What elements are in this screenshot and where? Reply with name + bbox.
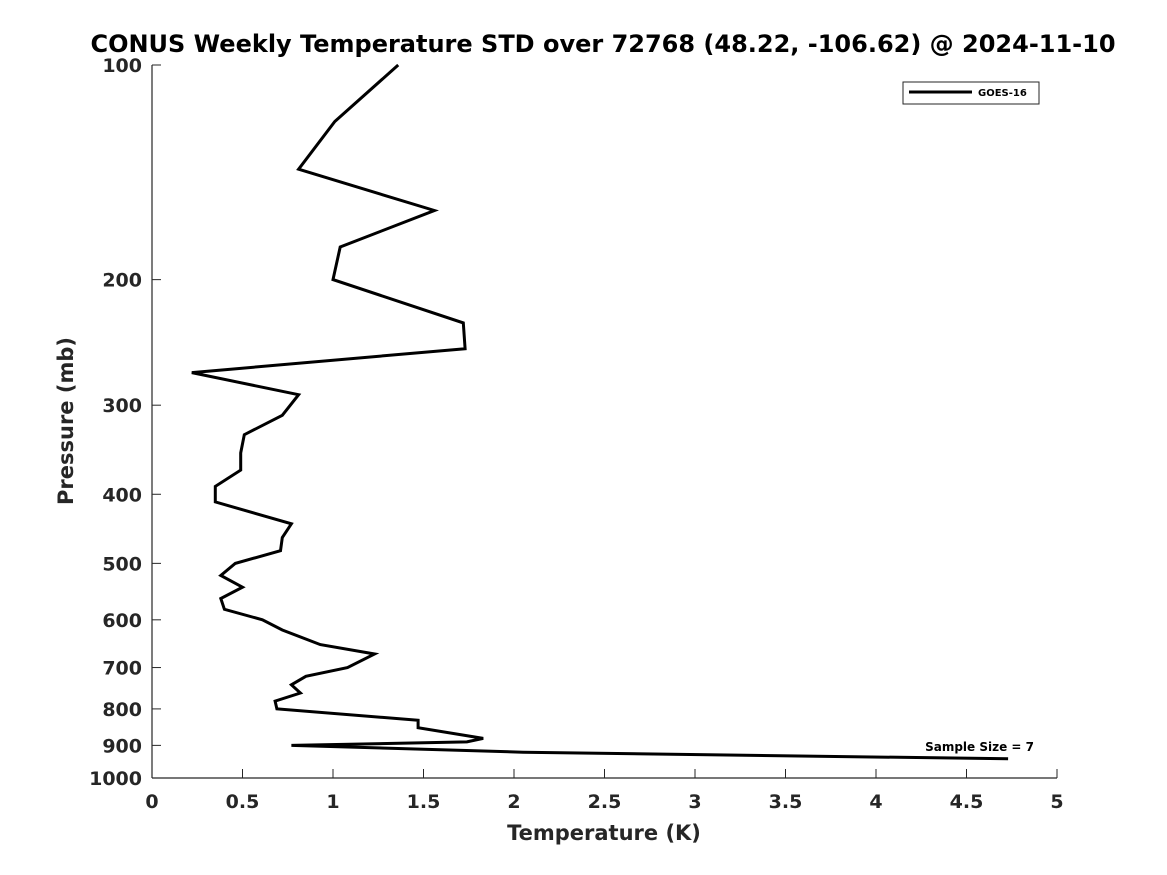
- x-tick-label: 2.5: [588, 791, 622, 813]
- legend: GOES-16: [902, 81, 1040, 105]
- x-tick-label: 4: [869, 791, 882, 813]
- x-tick-label: 1.5: [407, 791, 441, 813]
- x-tick-label: 0.5: [226, 791, 260, 813]
- x-tick-label: 3: [688, 791, 701, 813]
- x-tick-label: 1: [326, 791, 339, 813]
- y-axis: 100 200 300 400 500 600 700 800 900 1000: [89, 55, 161, 790]
- series-layer: [191, 63, 1009, 761]
- x-tick-label: 3.5: [769, 791, 803, 813]
- y-tick-label: 200: [102, 270, 142, 292]
- series-line-goes-16: [191, 63, 1009, 761]
- y-tick-label: 700: [102, 658, 142, 680]
- y-tick-label: 100: [102, 55, 142, 77]
- y-axis-label: Pressure (mb): [54, 337, 78, 505]
- y-axis-ticks: 100 200 300 400 500 600 700 800 900 1000: [89, 55, 161, 790]
- y-tick-label: 500: [102, 553, 142, 575]
- x-axis-ticks: 0 0.5 1 1.5 2 2.5 3 3.5 4 4.5 5: [145, 769, 1064, 813]
- x-tick-label: 4.5: [950, 791, 984, 813]
- y-tick-label: 400: [102, 484, 142, 506]
- y-tick-label: 600: [102, 610, 142, 632]
- y-tick-label: 1000: [89, 768, 142, 790]
- legend-label-goes16: GOES-16: [978, 88, 1027, 99]
- y-tick-label: 900: [102, 735, 142, 757]
- y-tick-label: 800: [102, 699, 142, 721]
- x-tick-label: 0: [145, 791, 158, 813]
- x-tick-label: 2: [507, 791, 520, 813]
- y-tick-label: 300: [102, 395, 142, 417]
- x-axis: 0 0.5 1 1.5 2 2.5 3 3.5 4 4.5 5: [145, 769, 1064, 813]
- chart-title: CONUS Weekly Temperature STD over 72768 …: [90, 30, 1115, 58]
- x-tick-label: 5: [1050, 791, 1063, 813]
- x-axis-label: Temperature (K): [507, 821, 701, 845]
- sample-size-annotation: Sample Size = 7: [925, 740, 1034, 754]
